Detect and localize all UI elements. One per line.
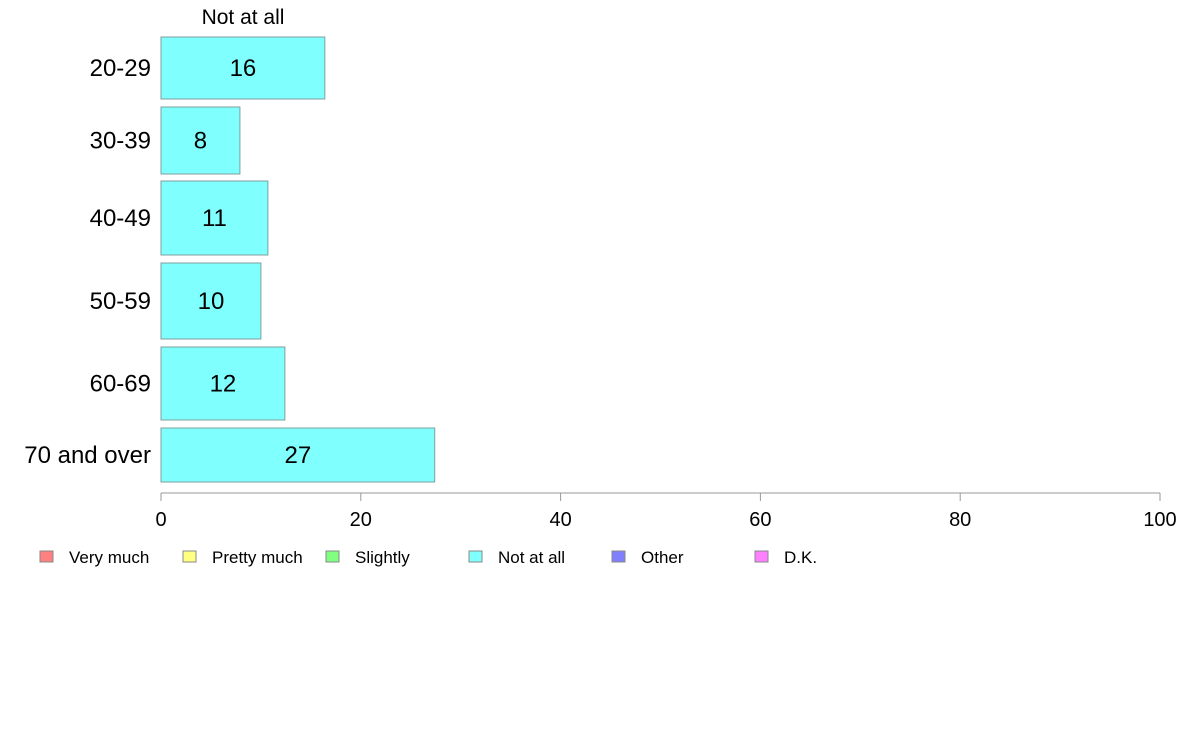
bar-value-label: 11 [202, 205, 227, 232]
bar-value-label: 8 [194, 128, 207, 155]
x-tick-label: 20 [350, 509, 372, 531]
x-tick-label: 0 [155, 509, 166, 531]
legend: Very much Pretty much Slightly Not at all Ot… [39, 548, 817, 567]
legend-swatch [39, 550, 54, 563]
bar-value-label: 12 [210, 371, 237, 398]
legend-swatch [611, 550, 626, 563]
legend-label: Very much [69, 548, 149, 567]
bar-60-69 [160, 346, 286, 421]
legend-label: Pretty much [212, 548, 303, 567]
legend-swatch [325, 550, 340, 563]
category-label: 50-59 [90, 288, 151, 315]
category-label: 30-39 [90, 128, 151, 155]
bar-20-29 [160, 36, 326, 100]
legend-label: Slightly [355, 548, 410, 567]
x-axis: 0 20 40 60 80 100 [155, 492, 1177, 531]
category-label: 70 and over [24, 442, 151, 469]
legend-label: D.K. [784, 548, 817, 567]
x-tick-label: 80 [949, 509, 971, 531]
bar-50-59 [160, 262, 262, 340]
category-label: 40-49 [90, 205, 151, 232]
bar-70-and-over [160, 427, 436, 483]
bars: 16 20-29 8 30-39 11 40-49 10 50-59 12 60-69 27 70 a… [24, 36, 436, 483]
column-header: Not at all [202, 6, 285, 29]
legend-swatch [182, 550, 197, 563]
bar-value-label: 16 [230, 55, 257, 82]
bar-value-label: 27 [285, 442, 312, 469]
legend-label: Not at all [498, 548, 565, 567]
legend-swatch [754, 550, 769, 563]
bar-40-49 [160, 180, 269, 256]
category-label: 20-29 [90, 55, 151, 82]
x-tick-label: 100 [1143, 509, 1176, 531]
bar-30-39 [160, 106, 241, 175]
legend-swatch [468, 550, 483, 563]
bar-value-label: 10 [198, 288, 225, 315]
x-tick-label: 60 [749, 509, 771, 531]
x-tick-label: 40 [549, 509, 571, 531]
category-label: 60-69 [90, 371, 151, 398]
legend-label: Other [641, 548, 684, 567]
